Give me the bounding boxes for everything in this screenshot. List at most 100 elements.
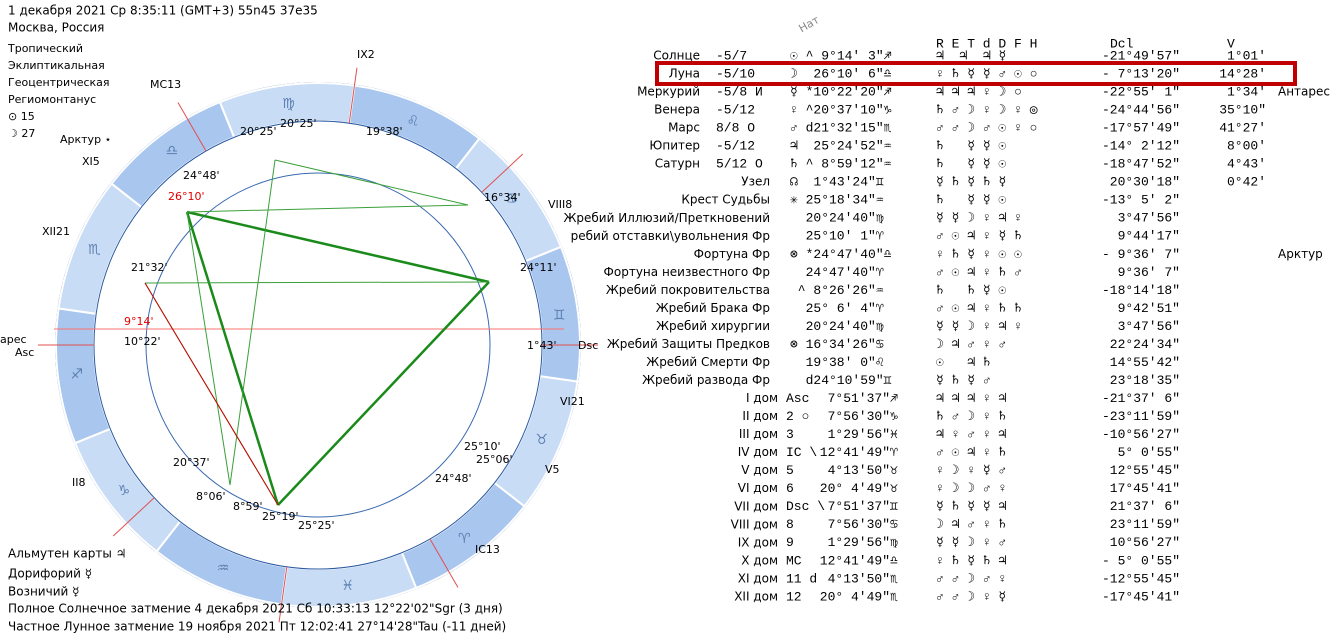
zodiac-sign: ♉ <box>535 432 548 448</box>
row-status: Dsc \ <box>786 499 825 514</box>
row-name: Венера <box>654 103 700 117</box>
row-name: Юпитер <box>649 139 700 153</box>
aspect-line <box>144 282 279 506</box>
row-position: 25°10' 1"♈ <box>790 229 884 244</box>
row-status: -5/12 <box>716 103 755 118</box>
row-name: IV дом <box>738 445 778 459</box>
row-v: 1°34' <box>1227 84 1266 99</box>
row-position: ☿ *10°22'20"♐ <box>790 84 892 99</box>
aspect-line <box>185 211 280 506</box>
row-name: Жребий развода Фр <box>642 373 770 387</box>
col-v: V <box>1227 36 1235 51</box>
row-dcl: -17°57'49" <box>1102 121 1180 136</box>
row-status: -5/7 <box>716 48 747 63</box>
row-position: 12°41'49"♈ <box>812 445 898 460</box>
row-position: 20° 4'49"♉ <box>812 481 898 496</box>
row-rulers: ☿ ☿ ☽ ♀ ♃ ♀ <box>936 319 1022 334</box>
row-status: 3 <box>786 427 794 442</box>
row-position: 1°29'56"♓ <box>812 427 898 442</box>
house-cusp <box>278 566 288 623</box>
col-nat: Нат <box>797 13 823 35</box>
row-rulers: ☿ ♄ ☿ ♄ ☿ <box>936 175 1006 190</box>
row-position: 12°41'49"♎ <box>812 553 898 568</box>
row-status: 5/12 О <box>716 157 763 172</box>
row-rulers: ♀ ♄ ☿ ♄ ♃ <box>936 553 1006 568</box>
row-position: 7°56'30"♑ <box>812 409 898 424</box>
row-dcl: 23°11'59" <box>1110 517 1180 532</box>
row-rulers: ♃ ♃ ♃ ♀ ♃ <box>936 391 1006 406</box>
row-dcl: -24°44'56" <box>1102 103 1180 118</box>
row-rulers: ♀ ☽ ♀ ☿ ♂ <box>936 463 1006 478</box>
row-status: -5/8 И <box>716 84 763 99</box>
zodiac-sign: ♋ <box>506 191 519 207</box>
zodiac-sign: ♊ <box>553 307 566 323</box>
row-name: Жребий хирургии <box>656 319 770 333</box>
row-position: 20° 4'49"♏ <box>812 589 898 604</box>
row-dcl: 9°36' 7" <box>1118 265 1180 280</box>
inner-ring <box>93 120 543 570</box>
house-cusp <box>429 538 459 588</box>
row-rulers: ♂ ☉ ♃ ♀ ♄ ♄ <box>936 301 1022 316</box>
row-rulers: ♄ ☿ ☿ ☉ <box>936 139 1006 154</box>
row-rulers: ☽ ♃ ♂ ♀ ♂ <box>936 337 1006 352</box>
row-dcl: 22°24'34" <box>1110 337 1180 352</box>
row-position: ☽ 26°10' 6"♎ <box>790 66 892 81</box>
wheel-label: II8 <box>72 476 86 489</box>
aspect-line <box>186 204 469 213</box>
row-status: IC \ <box>786 445 817 460</box>
row-rulers: ♄ ☿ ☿ ☉ <box>936 193 1006 208</box>
row-v: 1°01' <box>1227 48 1266 63</box>
row-v: 14°28' <box>1219 66 1266 81</box>
wheel-label: 16°34' <box>484 191 521 204</box>
aspect-line <box>186 210 490 284</box>
aspect-line <box>186 211 231 486</box>
zodiac-sign: ♐ <box>71 367 84 383</box>
row-name: III дом <box>739 427 778 441</box>
row-dcl: 23°18'35" <box>1110 373 1180 388</box>
wheel-label: 20°37' <box>173 456 210 469</box>
house-cusp <box>348 67 358 124</box>
wheel-label: 8°06' <box>196 490 226 503</box>
wheel-label: 19°38' <box>366 125 403 138</box>
zodiac-sign: ♒ <box>217 561 230 577</box>
row-status: 6 <box>786 481 794 496</box>
row-position: 7°51'37"♊ <box>812 499 898 514</box>
row-rulers: ☿ ♄ ☿ ☿ ♃ <box>936 499 1007 514</box>
row-position: 24°47'40"♈ <box>790 265 884 280</box>
wheel-label: XI5 <box>82 155 100 168</box>
row-name: Марс <box>668 121 700 135</box>
wheel-label: MC13 <box>150 78 181 91</box>
row-rulers: ♂ ♂ ☽ ♀ ☿ <box>936 589 1006 604</box>
row-name: Луна <box>669 67 700 81</box>
row-extra: Антарес <box>1278 85 1330 99</box>
row-rulers: ♂ ☉ ♃ ♀ ♄ <box>936 445 1006 460</box>
wheel-label: 20°25' <box>280 117 317 130</box>
row-position: ♂ d21°32'15"♏ <box>790 121 892 136</box>
row-rulers: ♂ ☉ ♃ ♀ ☿ ♄ <box>936 229 1022 244</box>
row-dcl: -14° 2'12" <box>1102 139 1180 154</box>
wheel-label: ареc <box>0 333 27 346</box>
row-dcl: 10°56'27" <box>1110 535 1180 550</box>
row-name: Сатурн <box>655 157 700 171</box>
wheel-label: VIII8 <box>548 198 572 211</box>
row-position: ♃ 25°24'52"♒ <box>790 139 892 154</box>
row-position: 20°24'40"♍ <box>790 319 884 334</box>
zodiac-sign: ♏ <box>88 242 101 258</box>
row-extra: Арктур <box>1278 247 1323 261</box>
header-line: 1 декабря 2021 Ср 8:35:11 (GMT+3) 55n45 … <box>8 4 318 18</box>
row-status: 9 <box>786 535 794 550</box>
header-location: Москва, Россия <box>8 21 104 35</box>
row-name: X дом <box>741 553 778 567</box>
row-status: 5 <box>786 463 794 478</box>
aspect-line <box>277 281 490 506</box>
row-dcl: -10°56'27" <box>1102 427 1180 442</box>
highlight-box <box>655 61 1297 86</box>
star-label: Арктур ⋆ <box>60 133 111 146</box>
wheel-label: XII21 <box>42 225 70 238</box>
row-name: V дом <box>741 463 778 477</box>
row-status: Asc <box>786 391 809 406</box>
row-name: Узел <box>741 175 770 189</box>
house-cusp <box>481 153 524 193</box>
wheel-label: 21°32' <box>131 261 168 274</box>
row-rulers: ☿ ☿ ☽ ♀ ♂ <box>936 535 1006 550</box>
